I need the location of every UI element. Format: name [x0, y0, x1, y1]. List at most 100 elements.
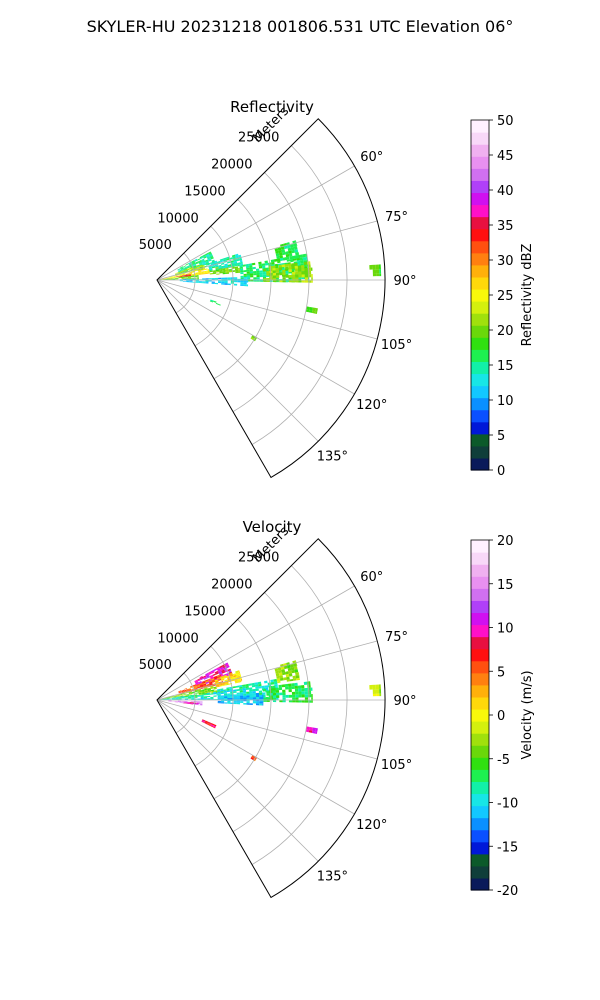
velocity-echo-cell: [236, 694, 241, 697]
velocity-echo-cell: [201, 720, 205, 723]
reflectivity-echo-cell: [165, 278, 169, 280]
velocity-echo-cell: [219, 665, 223, 669]
velocity-echo-cell: [288, 700, 293, 703]
velocity-colorbar-swatch: [471, 805, 489, 819]
velocity-echo-cell: [213, 692, 217, 695]
reflectivity-echo-cell: [266, 273, 270, 276]
velocity-colorbar-swatch: [471, 769, 489, 782]
velocity-echo-cell: [224, 668, 228, 671]
velocity-echo-cell: [238, 680, 242, 683]
reflectivity-colorbar-swatch: [471, 252, 489, 266]
reflectivity-echo-cell: [249, 269, 253, 272]
reflectivity-echo-cell: [379, 269, 382, 274]
reflectivity-echo-cell: [232, 256, 236, 259]
velocity-echo-cell: [194, 680, 198, 683]
reflectivity-echo-cell: [298, 274, 302, 278]
reflectivity-echo-cell: [234, 253, 239, 257]
reflectivity-spoke-75: [156, 220, 378, 281]
velocity-echo-cell: [245, 685, 249, 689]
velocity-echo-cell: [220, 692, 224, 695]
reflectivity-echo-cell: [213, 300, 217, 303]
reflectivity-echo-cell: [298, 268, 302, 272]
velocity-panel-title: Velocity: [243, 518, 302, 536]
velocity-echo-cell: [201, 690, 205, 692]
velocity-echo-cell: [240, 678, 243, 681]
velocity-echo-cell: [226, 687, 230, 690]
reflectivity-echo-cell: [246, 267, 250, 270]
velocity-echo-cell: [170, 696, 174, 698]
reflectivity-echo-cell: [177, 268, 181, 271]
velocity-echo-cell: [204, 687, 208, 690]
reflectivity-echo-cell: [209, 300, 214, 303]
velocity-echo-cell: [206, 676, 211, 679]
reflectivity-echo-cell: [198, 273, 202, 275]
velocity-echo-cell: [255, 703, 260, 706]
reflectivity-echo-cell: [181, 277, 185, 279]
reflectivity-echo-cell: [186, 265, 190, 268]
reflectivity-echo-2: [160, 268, 210, 280]
velocity-echo-cell: [223, 689, 227, 692]
reflectivity-echo-cell: [193, 267, 197, 270]
reflectivity-echo-cell: [171, 278, 176, 279]
velocity-echo-cell: [301, 688, 305, 692]
reflectivity-echo-cell: [188, 274, 191, 276]
reflectivity-echo-cell: [276, 275, 280, 278]
velocity-echo-cell: [278, 684, 282, 688]
reflectivity-echo-cell: [293, 246, 298, 250]
velocity-echo-cell: [229, 672, 233, 676]
velocity-echo-cell: [212, 691, 217, 694]
reflectivity-echo-cell: [218, 277, 222, 280]
reflectivity-echo-cell: [195, 273, 199, 275]
velocity-echo-cell: [298, 674, 300, 678]
reflectivity-echo-cell: [223, 259, 227, 262]
reflectivity-echo-cell: [180, 267, 184, 270]
velocity-echo-10: [274, 660, 300, 684]
velocity-echo-cell: [220, 698, 225, 700]
velocity-echo-cell: [207, 688, 211, 691]
velocity-echo-cell: [168, 701, 172, 702]
velocity-echo-cell: [259, 701, 263, 704]
reflectivity-echo-cell: [278, 249, 282, 254]
velocity-echo-cell: [272, 687, 276, 691]
reflectivity-colorbar-swatch: [471, 120, 489, 133]
velocity-echo-cell: [181, 696, 185, 698]
velocity-echo-cell: [221, 670, 226, 674]
reflectivity-echo-cell: [197, 277, 199, 279]
reflectivity-echo-cell: [227, 277, 231, 280]
velocity-spoke-60: [156, 585, 355, 701]
reflectivity-echo-cell: [201, 260, 206, 263]
reflectivity-echo-cell: [224, 263, 228, 266]
reflectivity-echo-cell: [197, 276, 199, 278]
reflectivity-echo-cell: [218, 304, 221, 306]
reflectivity-echo-cell: [291, 249, 296, 254]
reflectivity-echo-12: [209, 299, 221, 306]
velocity-echo-cell: [199, 684, 204, 687]
reflectivity-echo-cell: [196, 267, 200, 270]
velocity-echo-cell: [251, 755, 256, 759]
reflectivity-echo-cell: [201, 269, 205, 271]
velocity-echo-cell: [239, 693, 244, 696]
reflectivity-echo-cell: [234, 280, 238, 283]
velocity-echo-cell: [275, 687, 279, 691]
velocity-echo-cell: [181, 691, 186, 693]
velocity-echo-cell: [262, 694, 264, 698]
velocity-echo-cell: [193, 685, 197, 687]
velocity-echo-cell: [210, 723, 215, 726]
reflectivity-echo-cell: [184, 276, 188, 278]
velocity-echo-cell: [217, 677, 221, 680]
reflectivity-colorbar-swatch: [471, 325, 489, 338]
reflectivity-echo-cell: [209, 253, 213, 257]
reflectivity-echo-cell: [243, 282, 247, 285]
reflectivity-echo-cell: [207, 269, 210, 271]
reflectivity-echo-cell: [215, 302, 220, 305]
velocity-echo-cell: [243, 693, 247, 696]
velocity-echo-cell: [295, 700, 299, 703]
reflectivity-echo-cell: [246, 271, 250, 274]
velocity-echo-cell: [201, 680, 206, 683]
reflectivity-echo-cell: [195, 281, 199, 283]
velocity-echo-cell: [175, 697, 179, 698]
reflectivity-echo-cell: [167, 277, 171, 279]
velocity-echo-cell: [193, 685, 197, 688]
reflectivity-echo-cell: [189, 280, 193, 282]
reflectivity-echo-cell: [199, 266, 204, 269]
